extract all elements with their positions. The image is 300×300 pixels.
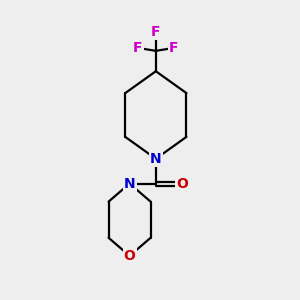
Text: N: N (124, 176, 135, 190)
Text: O: O (124, 249, 136, 263)
Text: O: O (176, 176, 188, 190)
Text: F: F (169, 41, 179, 55)
Text: F: F (133, 41, 142, 55)
Text: F: F (151, 25, 160, 39)
Text: N: N (150, 152, 162, 166)
